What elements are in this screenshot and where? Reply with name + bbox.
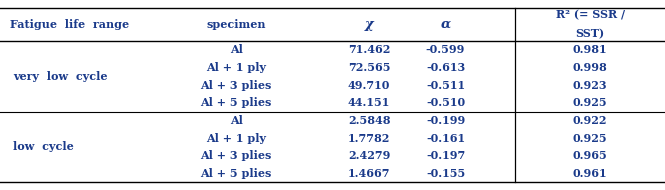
Text: -0.199: -0.199 xyxy=(426,115,466,126)
Text: 2.4279: 2.4279 xyxy=(348,150,390,161)
Text: 0.923: 0.923 xyxy=(573,80,608,90)
Text: Fatigue  life  range: Fatigue life range xyxy=(10,19,129,30)
Text: 72.565: 72.565 xyxy=(348,62,390,73)
Text: Al + 3 plies: Al + 3 plies xyxy=(200,80,272,90)
Text: 44.151: 44.151 xyxy=(348,97,390,108)
Text: -0.197: -0.197 xyxy=(426,150,466,161)
Text: -0.155: -0.155 xyxy=(426,168,466,179)
Text: -0.613: -0.613 xyxy=(426,62,466,73)
Text: very  low  cycle: very low cycle xyxy=(13,71,108,82)
Text: 0.925: 0.925 xyxy=(573,133,608,143)
Text: low  cycle: low cycle xyxy=(13,141,74,152)
Text: 0.981: 0.981 xyxy=(573,44,608,55)
Text: 0.965: 0.965 xyxy=(573,150,608,161)
Text: Al + 5 plies: Al + 5 plies xyxy=(200,168,272,179)
Text: -0.599: -0.599 xyxy=(426,44,466,55)
Text: 1.7782: 1.7782 xyxy=(348,133,390,143)
Text: -0.511: -0.511 xyxy=(426,80,465,90)
Text: R² (= SSR /: R² (= SSR / xyxy=(556,9,624,20)
Text: 71.462: 71.462 xyxy=(348,44,390,55)
Text: Al: Al xyxy=(229,44,243,55)
Text: Al + 3 plies: Al + 3 plies xyxy=(200,150,272,161)
Text: 49.710: 49.710 xyxy=(348,80,390,90)
Text: 0.922: 0.922 xyxy=(573,115,607,126)
Text: 0.961: 0.961 xyxy=(573,168,608,179)
Text: -0.510: -0.510 xyxy=(426,97,465,108)
Text: χ: χ xyxy=(364,18,374,31)
Text: Al + 1 ply: Al + 1 ply xyxy=(206,62,266,73)
Text: 0.925: 0.925 xyxy=(573,97,608,108)
Text: Al: Al xyxy=(229,115,243,126)
Text: SST): SST) xyxy=(576,29,604,40)
Text: Al + 1 ply: Al + 1 ply xyxy=(206,133,266,143)
Text: 2.5848: 2.5848 xyxy=(348,115,390,126)
Text: 0.998: 0.998 xyxy=(573,62,608,73)
Text: specimen: specimen xyxy=(206,19,266,30)
Text: α: α xyxy=(440,18,451,31)
Text: 1.4667: 1.4667 xyxy=(348,168,390,179)
Text: -0.161: -0.161 xyxy=(426,133,465,143)
Text: Al + 5 plies: Al + 5 plies xyxy=(200,97,272,108)
